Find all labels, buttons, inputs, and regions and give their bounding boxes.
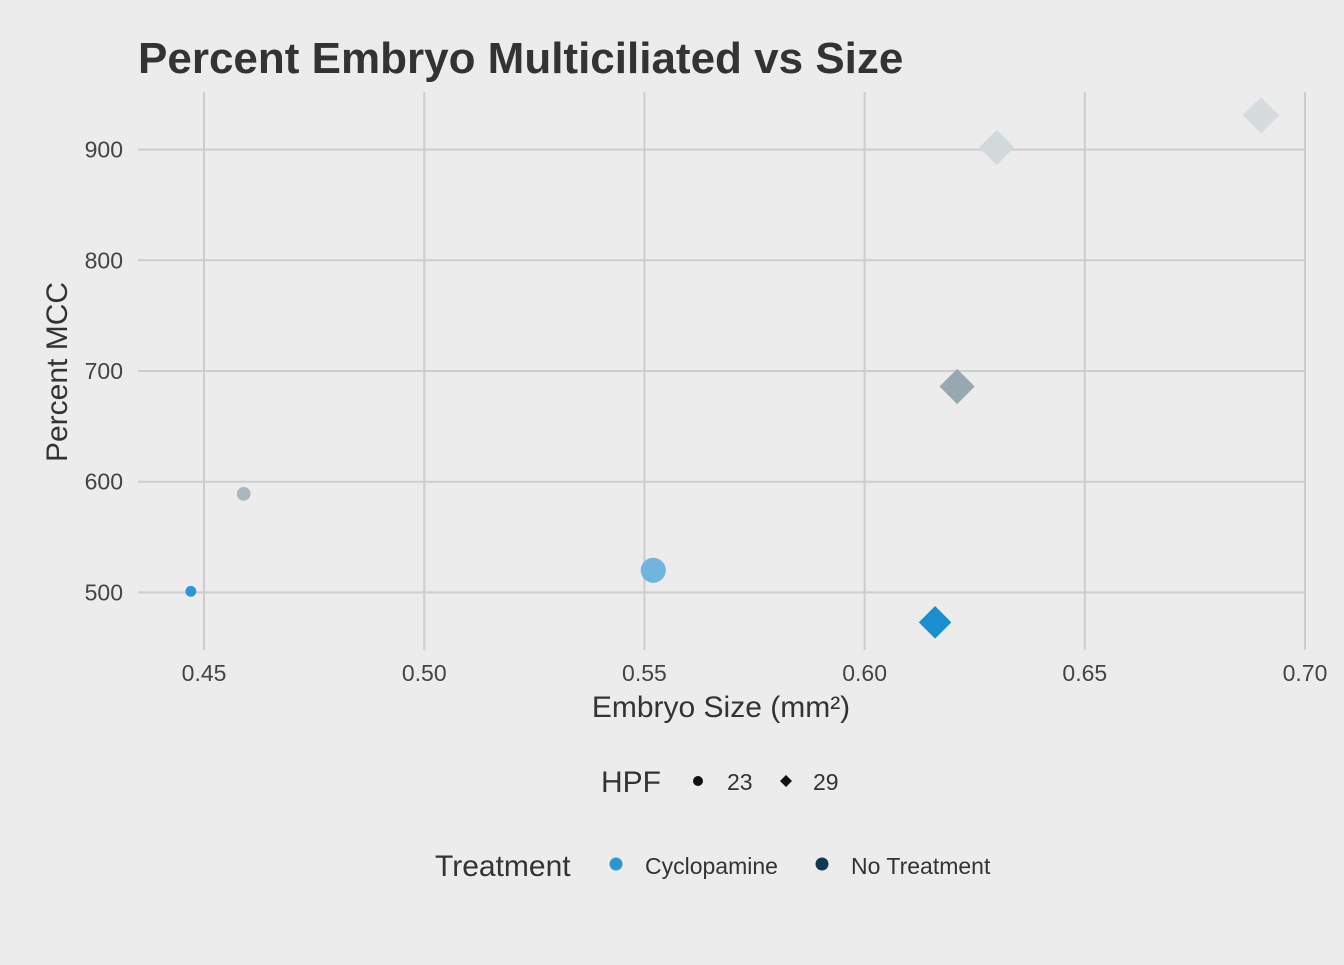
data-point-diamond [939, 368, 975, 405]
legend-circle-icon [693, 776, 703, 786]
x-tick-label: 0.55 [622, 660, 667, 686]
y-axis-ticks: 500 600 700 800 900 [85, 137, 123, 606]
x-tick-label: 0.60 [842, 660, 887, 686]
legend-cyclopamine-swatch [609, 857, 623, 871]
data-point-circle [185, 585, 197, 597]
shape-legend-label-29: 29 [813, 769, 839, 795]
y-tick-label: 800 [85, 247, 123, 273]
color-legend-label-no-treatment: No Treatment [851, 853, 991, 879]
x-axis-title: Embryo Size (mm²) [592, 691, 850, 724]
data-point-diamond [918, 606, 952, 639]
color-legend-title: Treatment [435, 850, 571, 883]
x-tick-label: 0.70 [1283, 660, 1328, 686]
grid [138, 92, 1306, 650]
x-axis-ticks: 0.45 0.50 0.55 0.60 0.65 0.70 [182, 660, 1328, 686]
shape-legend-label-23: 23 [727, 769, 753, 795]
shape-legend-title: HPF [601, 766, 661, 799]
y-tick-label: 600 [85, 469, 123, 495]
y-axis-title: Percent MCC [41, 282, 74, 462]
y-tick-label: 700 [85, 358, 123, 384]
x-tick-label: 0.45 [182, 660, 227, 686]
y-tick-label: 900 [85, 137, 123, 163]
y-tick-label: 500 [85, 579, 123, 605]
data-point-diamond [979, 129, 1015, 165]
data-point-circle [236, 487, 251, 501]
legend-diamond-icon [780, 775, 792, 787]
chart-title: Percent Embryo Multiciliated vs Size [138, 34, 903, 83]
color-legend: Treatment Cyclopamine No Treatment [435, 850, 991, 883]
data-points [185, 97, 1280, 639]
data-point-circle [640, 557, 666, 583]
x-tick-label: 0.65 [1062, 660, 1107, 686]
legend-no-treatment-swatch [815, 857, 829, 871]
data-point-diamond [1242, 97, 1280, 134]
shape-legend: HPF 23 29 [601, 766, 839, 799]
color-legend-label-cyclopamine: Cyclopamine [645, 853, 778, 879]
x-tick-label: 0.50 [402, 660, 447, 686]
